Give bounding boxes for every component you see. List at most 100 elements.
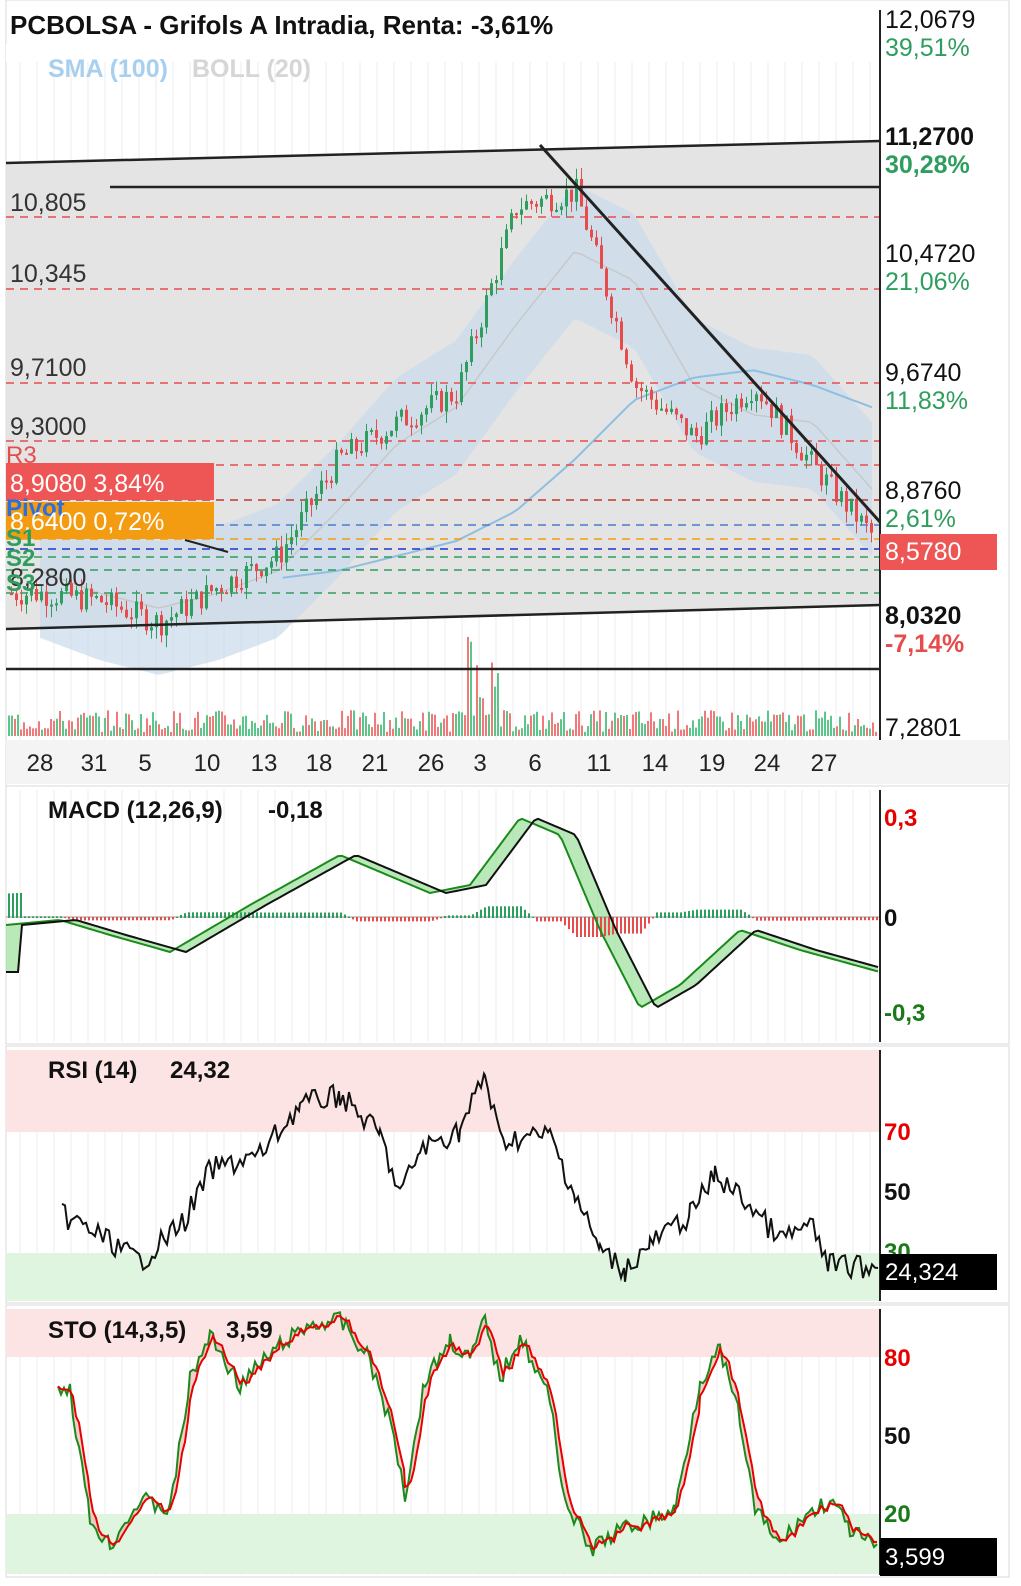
candle-body bbox=[675, 408, 678, 415]
volume-bar bbox=[557, 722, 559, 736]
candle-body bbox=[100, 595, 103, 603]
macd-histogram-bar bbox=[868, 917, 870, 921]
candle-body bbox=[425, 408, 428, 415]
volume-bar bbox=[116, 711, 118, 736]
volume-bar bbox=[230, 724, 232, 736]
volume-bar bbox=[452, 712, 454, 736]
macd-axis-bottom: -0,3 bbox=[884, 1000, 925, 1027]
macd-histogram-bar bbox=[684, 911, 686, 918]
volume-bar bbox=[638, 711, 640, 736]
left-level-label: 10,805 bbox=[10, 189, 86, 217]
macd-histogram-bar bbox=[88, 917, 90, 921]
candle-body bbox=[255, 564, 258, 572]
x-tick-label: 19 bbox=[699, 750, 726, 777]
volume-bar bbox=[239, 725, 241, 736]
candle-body bbox=[680, 414, 683, 419]
volume-bar bbox=[164, 728, 166, 736]
sto-label: STO (14,3,5) bbox=[48, 1317, 186, 1344]
macd-histogram-bar bbox=[700, 909, 702, 918]
volume-bar bbox=[848, 712, 850, 736]
volume-bar bbox=[539, 729, 541, 736]
x-tick-label: 14 bbox=[642, 750, 669, 777]
macd-histogram-bar bbox=[560, 917, 562, 922]
x-tick-label: 18 bbox=[306, 750, 333, 777]
macd-histogram-bar bbox=[876, 917, 878, 921]
volume-bar bbox=[281, 722, 283, 736]
volume-bar bbox=[455, 713, 457, 736]
candle-body bbox=[335, 449, 338, 483]
volume-bar bbox=[872, 722, 874, 736]
volume-bar bbox=[107, 710, 109, 736]
macd-histogram-bar bbox=[872, 917, 874, 921]
volume-bar bbox=[125, 713, 127, 736]
macd-histogram-bar bbox=[844, 917, 846, 921]
macd-histogram-bar bbox=[132, 917, 134, 921]
candle-body bbox=[505, 229, 508, 249]
volume-bar bbox=[152, 712, 154, 736]
volume-bar bbox=[353, 710, 355, 736]
volume-bar bbox=[776, 715, 778, 736]
candle-body bbox=[630, 364, 633, 382]
volume-bar bbox=[647, 720, 649, 736]
volume-bar bbox=[293, 728, 295, 736]
percent-axis-label: 2,61% bbox=[885, 505, 956, 533]
volume-bar bbox=[569, 728, 571, 736]
volume-bar bbox=[140, 714, 142, 736]
macd-histogram-bar bbox=[788, 917, 790, 921]
candle-body bbox=[95, 595, 98, 598]
candle-body bbox=[605, 268, 608, 297]
macd-histogram-bar bbox=[616, 917, 618, 934]
x-tick-label: 6 bbox=[528, 750, 541, 777]
volume-bar bbox=[101, 731, 103, 736]
volume-bar bbox=[290, 713, 292, 736]
candle-body bbox=[85, 588, 88, 610]
candle-body bbox=[20, 600, 23, 605]
macd-histogram-bar bbox=[264, 912, 266, 918]
volume-bar bbox=[47, 728, 49, 736]
volume-bar bbox=[404, 718, 406, 736]
macd-histogram-bar bbox=[20, 892, 22, 918]
macd-histogram-bar bbox=[444, 916, 446, 918]
volume-bar bbox=[35, 728, 37, 736]
candle-body bbox=[755, 394, 758, 402]
candle-body bbox=[380, 437, 383, 444]
candle-body bbox=[510, 213, 513, 230]
volume-bar bbox=[62, 720, 64, 736]
volume-bar bbox=[863, 724, 865, 736]
candle-body bbox=[820, 465, 823, 486]
macd-histogram-bar bbox=[120, 917, 122, 921]
volume-bar bbox=[221, 711, 223, 736]
sto-d-line bbox=[57, 1315, 878, 1551]
volume-bar bbox=[11, 715, 13, 736]
percent-axis-label: -7,14% bbox=[885, 630, 964, 658]
macd-histogram-bar bbox=[152, 917, 154, 921]
candle-body bbox=[615, 317, 618, 322]
macd-histogram-bar bbox=[624, 917, 626, 934]
sto-axis-50: 50 bbox=[884, 1423, 911, 1450]
macd-histogram-bar bbox=[680, 912, 682, 918]
volume-bar bbox=[416, 729, 418, 736]
volume-bar bbox=[434, 714, 436, 736]
volume-bar bbox=[551, 712, 553, 736]
macd-histogram-bar bbox=[816, 917, 818, 921]
volume-bar bbox=[233, 719, 235, 736]
pivot-value: 8,6400 0,72% bbox=[10, 508, 164, 536]
candle-body bbox=[260, 571, 263, 577]
volume-bar bbox=[698, 719, 700, 736]
macd-histogram-bar bbox=[136, 917, 138, 921]
candle-body bbox=[420, 414, 423, 426]
macd-histogram-bar bbox=[856, 917, 858, 921]
macd-histogram-bar bbox=[180, 914, 182, 918]
macd-histogram-bar bbox=[608, 917, 610, 936]
volume-bar bbox=[764, 721, 766, 736]
volume-bar bbox=[113, 725, 115, 736]
candle-body bbox=[195, 591, 198, 600]
candle-body bbox=[835, 474, 838, 502]
candle-body bbox=[535, 203, 538, 207]
volume-bar bbox=[425, 730, 427, 736]
volume-bar bbox=[857, 718, 859, 736]
candle-body bbox=[345, 452, 348, 455]
volume-bar bbox=[89, 715, 91, 736]
volume-bar bbox=[137, 728, 139, 736]
